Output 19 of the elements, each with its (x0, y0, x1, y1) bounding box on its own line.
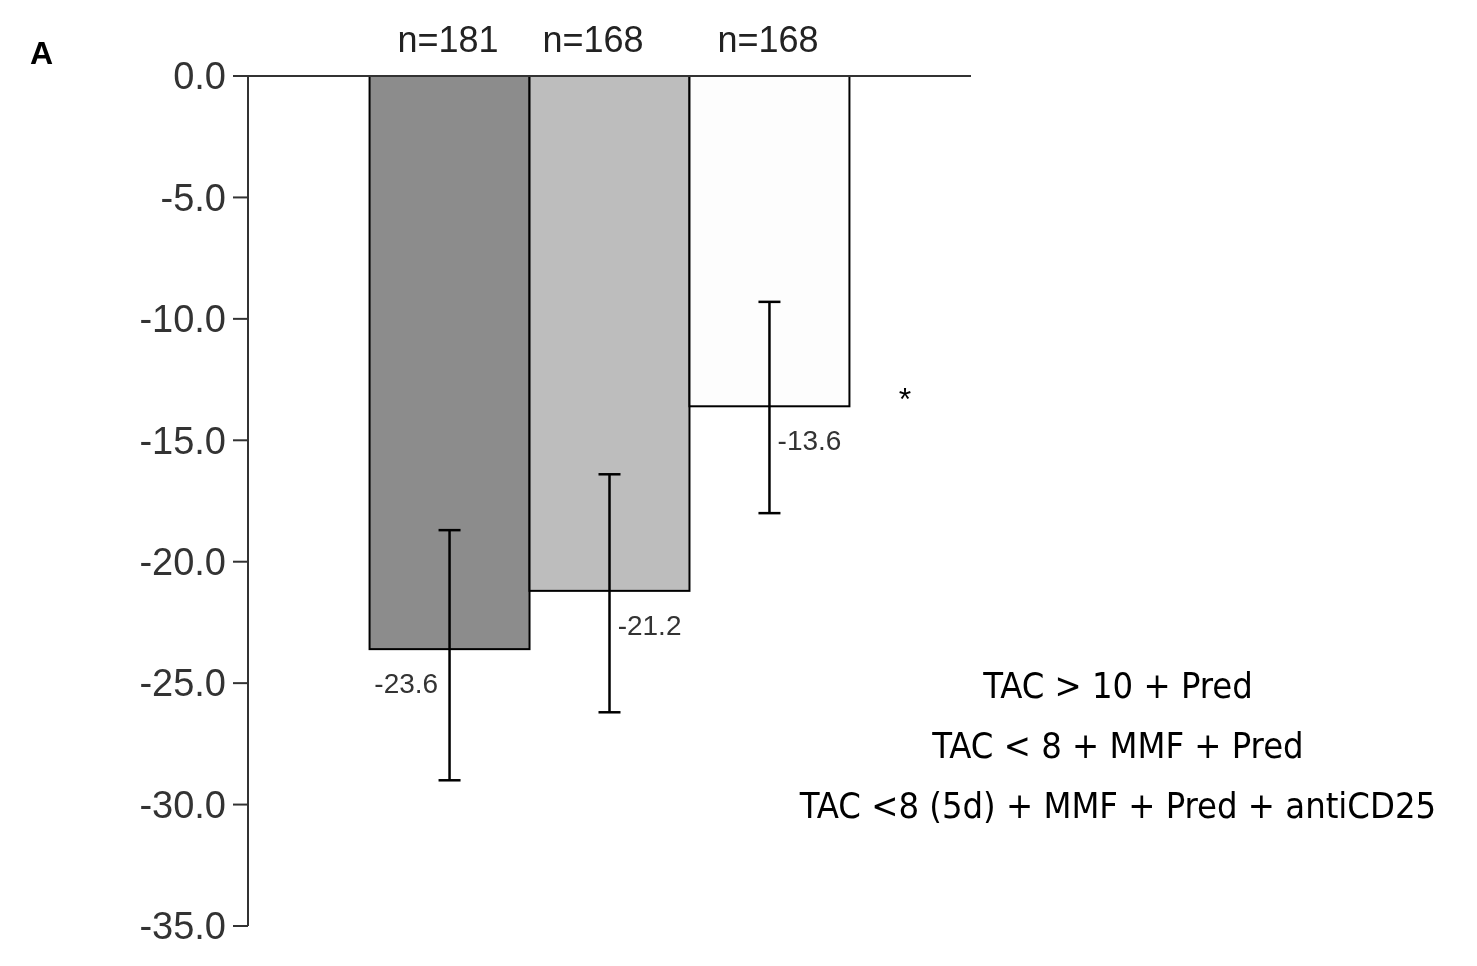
y-tick-label: -5.0 (160, 176, 226, 219)
data-label: -21.2 (617, 609, 682, 641)
text: n=181 (397, 19, 499, 60)
y-tick-label: -30.0 (139, 783, 226, 826)
text: A (30, 35, 54, 71)
annotation: * (898, 381, 912, 417)
y-tick-label: -15.0 (139, 419, 226, 462)
y-tick-label: -35.0 (139, 905, 226, 948)
annotation: TAC < 8 + MMF + Pred (931, 725, 1304, 766)
text: n=168 (717, 19, 819, 60)
y-tick-label: 0.0 (173, 55, 226, 98)
y-tick-label: -10.0 (139, 298, 226, 341)
data-label: -13.6 (777, 425, 842, 457)
annotation: TAC <8 (5d) + MMF + Pred + antiCD25 (798, 785, 1437, 826)
data-label: -23.6 (374, 668, 439, 700)
y-tick-label: -20.0 (139, 541, 226, 584)
text: n=168 (542, 19, 644, 60)
y-tick-label: -25.0 (139, 662, 226, 705)
text: TAC > 10 + Pred (982, 665, 1253, 706)
